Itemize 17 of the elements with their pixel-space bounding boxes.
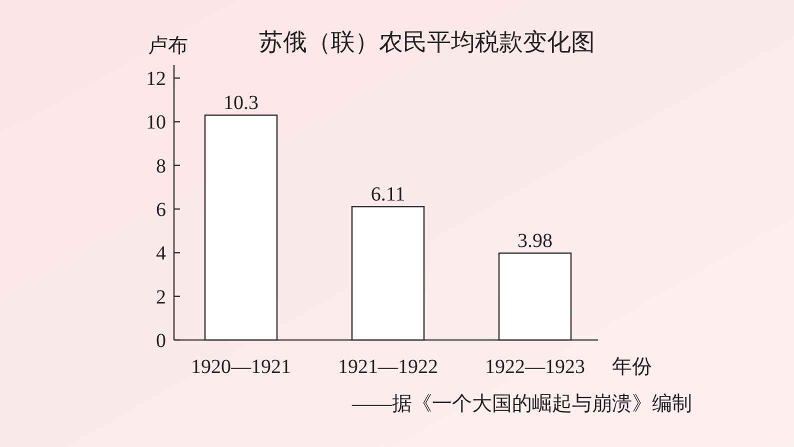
y-tick-label: 10 <box>146 112 166 134</box>
y-tick-label: 0 <box>156 330 166 352</box>
x-axis-title: 年份 <box>612 356 652 378</box>
y-tick-label: 4 <box>156 242 166 265</box>
text: ——据《一个大国的崛起与崩溃》编制 <box>351 393 692 415</box>
y-axis-title: 卢布 <box>148 35 188 57</box>
x-tick-label: 1922—1923 <box>485 356 585 378</box>
data-label: 3.98 <box>518 230 552 252</box>
y-tick-label: 12 <box>146 68 166 90</box>
x-tick-label: 1921—1922 <box>338 356 438 378</box>
x-tick-label: 1920—1921 <box>191 356 291 378</box>
y-tick-label: 6 <box>156 199 166 222</box>
data-label: 6.11 <box>370 184 406 206</box>
y-tick-label: 2 <box>156 286 166 308</box>
data-label: 10.3 <box>224 92 258 114</box>
y-tick-label: 8 <box>156 155 166 178</box>
chart-title: 苏俄（联）农民平均税款变化图 <box>259 29 595 56</box>
